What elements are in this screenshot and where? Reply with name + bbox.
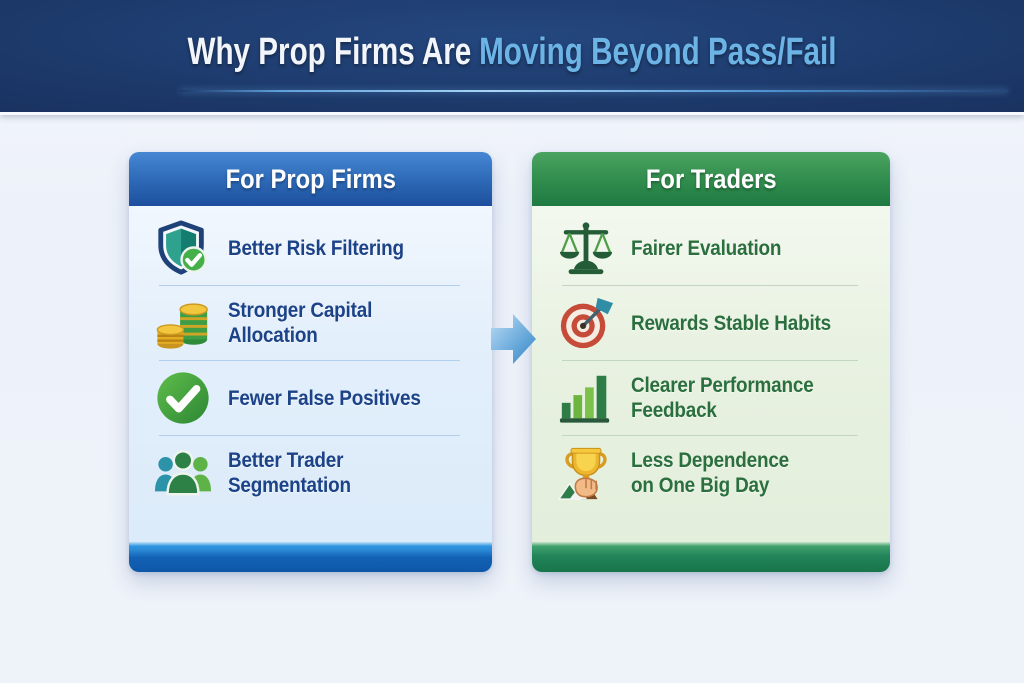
list-item-fairer-evaluation: Fairer Evaluation [532,211,890,285]
list-item-clearer-performance-feedback: Clearer Performance Feedback [532,361,890,435]
trophy-hand-icon [556,443,616,503]
list-item-label: Better Trader Segmentation [228,449,351,497]
bar-chart-icon [556,368,616,428]
shield-check-icon [153,218,213,278]
traders-card-footer [532,542,890,572]
list-item-fewer-false-positives: Fewer False Positives [129,361,492,435]
list-item-label: Less Dependence on One Big Day [631,449,790,497]
title-banner: Why Prop Firms Are Moving Beyond Pass/Fai… [0,0,1024,115]
list-item-less-dependence-on-one-big-day: Less Dependence on One Big Day [532,436,890,510]
item-divider [562,435,858,436]
coins-icon [153,293,213,353]
item-divider [159,435,460,436]
traders-card-header: For Traders [532,152,890,206]
banner-divider-line [180,90,1008,92]
list-item-better-trader-segmentation: Better Trader Segmentation [129,436,492,510]
list-item-label: Stronger Capital Allocation [228,299,373,347]
item-divider [562,360,858,361]
list-item-better-risk-filtering: Better Risk Filtering [129,211,492,285]
target-dart-icon [556,293,616,353]
list-item-label: Better Risk Filtering [228,236,404,260]
list-item-label: Clearer Performance Feedback [631,374,814,422]
list-item-rewards-stable-habits: Rewards Stable Habits [532,286,890,360]
prop-firms-card-header: For Prop Firms [129,152,492,206]
prop-firms-card: For Prop Firms Better Risk Filtering [129,152,492,572]
list-item-label: Rewards Stable Habits [631,311,831,335]
people-group-icon [153,443,213,503]
prop-firms-card-footer [129,542,492,572]
traders-card: For Traders Faire [532,152,890,572]
item-divider [562,285,858,286]
traders-card-title: For Traders [645,163,777,194]
list-item-label: Fairer Evaluation [631,236,782,260]
page-title: Why Prop Firms Are Moving Beyond Pass/Fai… [113,30,912,74]
item-divider [159,360,460,361]
item-divider [159,285,460,286]
page-title-accent: Moving Beyond Pass/Fail [479,31,837,73]
traders-card-body: Fairer Evaluation Rewards Stable Habits [532,206,890,542]
list-item-stronger-capital-allocation: Stronger Capital Allocation [129,286,492,360]
prop-firms-card-title: For Prop Firms [225,163,396,194]
list-item-label: Fewer False Positives [228,386,421,410]
prop-firms-card-body: Better Risk Filtering [129,206,492,542]
arrow-right-icon [491,312,537,366]
balance-scale-icon [556,218,616,278]
check-circle-icon [153,368,213,428]
page-title-prefix: Why Prop Firms Are [187,31,472,73]
